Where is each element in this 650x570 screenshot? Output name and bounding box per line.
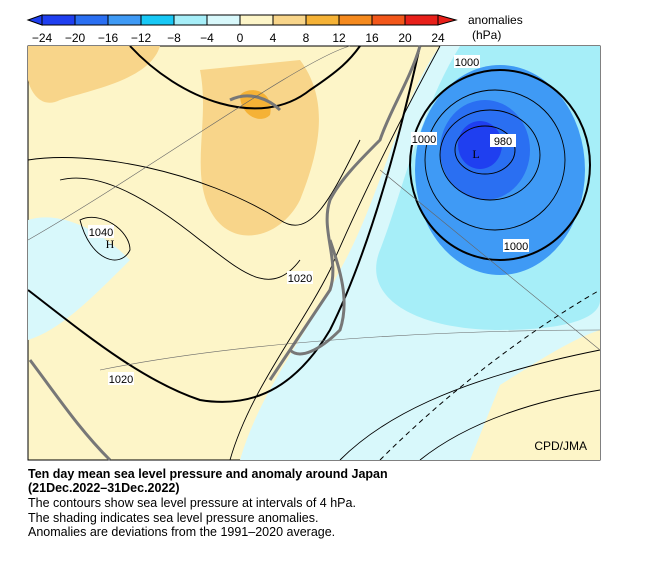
contour-label-box [108, 372, 134, 385]
colorbar-tick-label: −20 [65, 31, 86, 45]
isobar [339, 349, 601, 461]
colorbar-title: anomalies [468, 13, 523, 27]
colorbar-segment [240, 15, 273, 25]
contour-label: 1040 [89, 227, 113, 239]
contour-label-box [287, 271, 313, 284]
isobar [409, 69, 591, 261]
contour-label: 1000 [504, 241, 528, 253]
colorbar-arrow [26, 14, 43, 26]
isobar [419, 389, 601, 461]
contour-label-box [88, 225, 114, 238]
anomaly-area [200, 60, 319, 236]
contour-label-box [454, 55, 480, 68]
coastline [268, 45, 422, 381]
isobar [27, 45, 421, 403]
caption-title: Ten day mean sea level pressure and anom… [28, 467, 388, 481]
colorbar-tick-label: −4 [200, 31, 214, 45]
colorbar-segment [42, 15, 75, 25]
map [27, 45, 601, 462]
colorbar-tick-label: −24 [32, 31, 53, 45]
colorbar-segment [108, 15, 141, 25]
anomaly-area [470, 330, 600, 460]
isobar [129, 45, 361, 110]
graticule [27, 45, 351, 241]
colorbar-segment [339, 15, 372, 25]
colorbar-segment [174, 15, 207, 25]
colorbar-segment [405, 15, 438, 25]
graticule [379, 169, 601, 351]
caption-period: (21Dec.2022–31Dec.2022) [28, 481, 180, 495]
coastline [28, 359, 112, 462]
contour-label: 980 [494, 136, 512, 148]
zero-line [379, 289, 601, 461]
colorbar-tick-label: 12 [332, 31, 346, 45]
colorbar-segment [306, 15, 339, 25]
colorbar-tick-label: 20 [398, 31, 412, 45]
anomaly-area [458, 121, 502, 169]
colorbar-arrow [437, 14, 458, 26]
colorbar-tick-label: −8 [167, 31, 181, 45]
contour-label: 1000 [455, 57, 479, 69]
isobar [454, 125, 516, 175]
colorbar-tick-label: 24 [431, 31, 445, 45]
colorbar-tick-label: 0 [237, 31, 244, 45]
contour-label: 1020 [288, 273, 312, 285]
credit: CPD/JMA [534, 439, 587, 453]
caption-line: Anomalies are deviations from the 1991–2… [28, 525, 335, 539]
isobar [27, 139, 361, 226]
contour-labels: 1000 1000 980 1040 1020 1020 1000 [88, 55, 529, 386]
coastline [229, 94, 282, 112]
contour-label-box [490, 134, 516, 147]
contour-label: 1020 [109, 374, 133, 386]
isobar [79, 216, 131, 261]
colorbar-tick-label: −16 [98, 31, 119, 45]
colorbar-tick-label: 16 [365, 31, 379, 45]
colorbar-segment [273, 15, 306, 25]
colorbar-unit: (hPa) [472, 28, 501, 42]
low-center: L [472, 147, 479, 161]
colorbar-segment [372, 15, 405, 25]
isobar [59, 177, 301, 280]
colorbar: −24 −20 −16 −12 −8 −4 0 4 8 12 16 20 24 [26, 14, 458, 45]
contour-label-box [503, 239, 529, 252]
high-center: H [106, 237, 115, 251]
colorbar-segment [207, 15, 240, 25]
caption-line: The contours show sea level pressure at … [28, 496, 356, 510]
colorbar-segment [141, 15, 174, 25]
colorbar-tick-label: 8 [303, 31, 310, 45]
anomaly-area [28, 46, 160, 103]
caption-line: The shading indicates sea level pressure… [28, 511, 318, 525]
coastline [288, 239, 346, 356]
colorbar-tick-label: 4 [270, 31, 277, 45]
contour-label-box [411, 132, 437, 145]
isobar [424, 89, 566, 231]
colorbar-tick-label: −12 [131, 31, 152, 45]
colorbar-segment [75, 15, 108, 25]
isobar [439, 109, 541, 201]
contour-label: 1000 [412, 134, 436, 146]
